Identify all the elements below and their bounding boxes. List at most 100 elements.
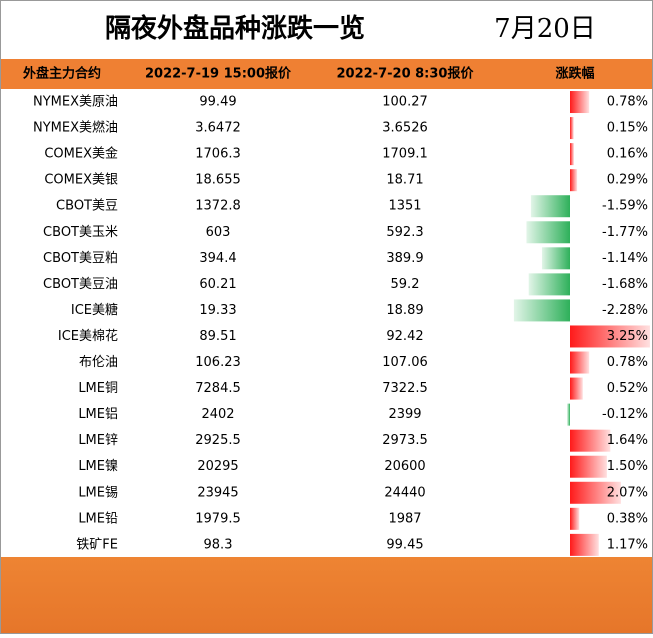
price-before: 20295 [197,459,238,474]
price-after: 59.2 [391,277,420,292]
price-after: 100.27 [382,95,428,110]
change-label: 1.64% [607,433,648,448]
change-label: 0.29% [607,173,648,188]
contract-name: LME锡 [78,485,118,500]
change-label: 2.07% [607,485,648,500]
change-bar [570,455,607,478]
contract-name: COMEX美银 [44,173,118,188]
change-bar [541,247,570,270]
change-bar [526,221,570,244]
contract-name: LME铅 [78,511,118,526]
change-label: 3.25% [607,329,648,344]
change-bar [570,507,580,530]
price-before: 23945 [197,485,238,500]
price-before: 60.21 [199,277,236,292]
price-before: 7284.5 [195,381,241,396]
contract-name: CBOT美玉米 [43,225,118,240]
change-bar [570,481,621,504]
price-before: 2402 [201,407,234,422]
contract-name: CBOT美豆油 [43,277,118,292]
price-after: 18.71 [386,173,423,188]
price-after: 107.06 [382,355,428,370]
price-before: 89.51 [199,329,236,344]
price-after: 92.42 [386,329,423,344]
header-row [1,59,652,89]
contract-name: ICE美糖 [71,302,118,318]
column-header: 2022-7-19 15:00报价 [145,67,292,82]
price-before: 98.3 [204,537,233,552]
contract-name: LME镍 [78,459,118,474]
price-before: 2925.5 [195,433,241,448]
price-after: 24440 [384,485,425,500]
contract-name: LME铜 [78,381,118,396]
change-label: 0.78% [607,95,648,110]
price-before: 18.655 [195,173,241,188]
price-after: 1987 [388,511,421,526]
change-label: 0.38% [607,511,648,526]
title: 隔夜外盘品种涨跌一览 [105,13,365,44]
change-label: -1.77% [602,225,648,240]
price-after: 2399 [388,407,421,422]
change-bar [528,273,570,296]
price-after: 592.3 [386,225,423,240]
change-bar [570,91,590,114]
change-label: -1.14% [602,251,648,266]
change-bar [570,429,611,452]
contract-name: CBOT美豆 [56,199,118,214]
change-bar [513,299,570,322]
contract-name: ICE美棉花 [58,328,118,344]
footer-band [1,557,652,633]
change-bar [570,169,578,192]
change-label: 0.15% [607,121,648,136]
price-before: 99.49 [199,95,236,110]
price-before: 1979.5 [195,511,241,526]
price-before: 106.23 [195,355,241,370]
change-label: -1.59% [602,199,648,214]
price-after: 7322.5 [382,381,428,396]
change-bar [570,325,650,348]
price-before: 394.4 [199,251,236,266]
price-before: 19.33 [199,303,236,318]
price-after: 1351 [388,199,421,214]
price-after: 389.9 [386,251,423,266]
change-label: 1.50% [607,459,648,474]
price-after: 18.89 [386,303,423,318]
change-bar [570,533,599,556]
contract-name: LME铝 [78,407,118,422]
contract-name: NYMEX美原油 [33,95,118,110]
column-header: 外盘主力合约 [22,66,101,82]
price-after: 1709.1 [382,147,428,162]
change-bar [570,377,583,400]
price-after: 99.45 [386,537,423,552]
price-before: 603 [206,225,231,240]
change-label: 0.52% [607,381,648,396]
contract-name: 铁矿FE [76,537,118,552]
column-header: 2022-7-20 8:30报价 [337,67,475,82]
contract-name: CBOT美豆粕 [43,251,118,266]
price-after: 20600 [384,459,425,474]
change-bar [567,403,570,426]
contract-name: 布伦油 [79,355,118,370]
price-before: 1706.3 [195,147,241,162]
price-after: 3.6526 [382,121,428,136]
change-label: -2.28% [602,303,648,318]
change-label: -1.68% [602,277,648,292]
change-label: 0.78% [607,355,648,370]
change-bar [570,117,574,140]
change-label: 0.16% [607,147,648,162]
contract-name: NYMEX美燃油 [33,120,118,136]
price-before: 1372.8 [195,199,241,214]
change-bar [570,143,574,166]
change-label: -0.12% [602,407,648,422]
price-before: 3.6472 [195,121,241,136]
change-label: 1.17% [607,537,648,552]
change-bar [530,195,570,218]
change-bar [570,351,590,374]
column-header: 涨跌幅 [554,66,594,82]
contract-name: COMEX美金 [44,146,118,162]
date: 7月20日 [494,14,596,44]
price-after: 2973.5 [382,433,428,448]
contract-name: LME锌 [78,433,118,448]
